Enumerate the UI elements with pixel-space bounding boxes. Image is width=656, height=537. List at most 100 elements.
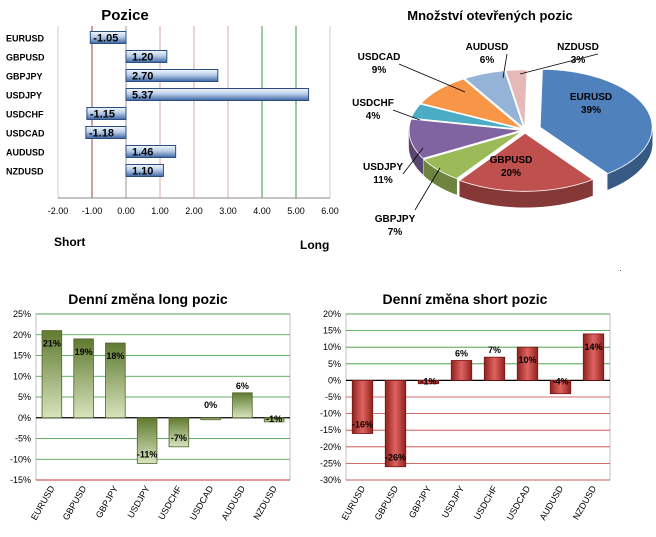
pozice-chart: Pozice -2.00 -1.00 0.00 1.00 2.00 3.00 4.00 5.00…	[0, 0, 345, 260]
leader-line	[414, 167, 441, 211]
category-label: GBPUSD	[61, 484, 89, 522]
chart-title: Denní změna short pozic	[383, 291, 548, 307]
category-label: NZDUSD	[571, 484, 599, 522]
category-label: USDCAD	[6, 129, 45, 139]
category-label: USDCAD	[505, 484, 533, 522]
y-tick-label: 0%	[18, 413, 31, 423]
category-label: EURUSD	[6, 34, 45, 44]
pie-slice	[420, 78, 523, 129]
x-tick-label: 6.00	[321, 206, 339, 216]
long-change-chart: Denní změna long pozic -15% -10% -5% 0% 5% 10%…	[0, 280, 300, 532]
x-tick-label: 5.00	[287, 206, 305, 216]
category-label: EURUSD	[29, 484, 57, 522]
slice-percent-label: 6%	[480, 55, 495, 66]
change-bar	[483, 356, 506, 381]
position-bar	[125, 50, 168, 63]
y-tick-label: -5%	[325, 392, 341, 402]
bar-value-label: -26%	[385, 453, 406, 463]
x-tick-label: -2.00	[48, 206, 69, 216]
slice-percent-label: 3%	[571, 55, 586, 66]
bar-value-label: -1.15	[90, 109, 115, 121]
change-bar	[582, 333, 605, 381]
change-bar	[263, 417, 285, 423]
short-change-chart: Denní změna short pozic -30% -25% -20% -15% -…	[300, 280, 656, 532]
category-label: AUDUSD	[6, 148, 45, 158]
short-label: Short	[54, 235, 85, 249]
pie-slice	[464, 70, 525, 130]
pie-slice	[539, 68, 653, 175]
change-bar	[105, 342, 126, 419]
y-tick-label: 15%	[13, 351, 31, 361]
slice-percent-label: 7%	[388, 227, 403, 238]
x-tick-label: 4.00	[253, 206, 271, 216]
category-label: AUDUSD	[538, 484, 566, 522]
slice-label: USDCAD	[358, 52, 401, 63]
bar-value-label: 7%	[488, 345, 501, 355]
bar-value-label: 19%	[75, 347, 93, 357]
x-tick-label: 2.00	[185, 206, 203, 216]
change-bar	[200, 417, 221, 421]
category-label: USDJPY	[125, 484, 151, 520]
category-label: GBPJPY	[6, 72, 43, 82]
y-tick-label: -10%	[320, 409, 341, 419]
chart-title: Množství otevřených pozic	[407, 8, 572, 23]
x-tick-label: 0.00	[117, 206, 135, 216]
y-tick-label: -15%	[10, 475, 31, 485]
slice-percent-label: 4%	[366, 111, 381, 122]
category-label: USDCHF	[6, 110, 44, 120]
position-bar	[125, 69, 219, 82]
change-bar	[232, 392, 253, 419]
position-bar	[89, 31, 127, 44]
y-tick-label: -10%	[10, 454, 31, 464]
y-tick-label: 10%	[323, 342, 341, 352]
decorative-dot	[620, 270, 621, 271]
change-bar	[168, 417, 190, 448]
bar-value-label: 2.70	[132, 71, 153, 83]
slice-label: GBPUSD	[490, 155, 533, 166]
category-label: USDJPY	[6, 91, 42, 101]
position-bar	[125, 164, 164, 177]
slice-percent-label: 39%	[581, 105, 601, 116]
bar-value-label: 0%	[204, 400, 217, 410]
bar-value-label: -1.05	[93, 33, 118, 45]
slice-label: NZDUSD	[557, 42, 599, 53]
position-bar	[125, 88, 310, 101]
slice-label: AUDUSD	[466, 42, 509, 53]
category-label: USDCHF	[156, 484, 184, 522]
change-bar	[384, 380, 407, 468]
y-tick-label: 20%	[13, 330, 31, 340]
y-tick-label: 25%	[13, 309, 31, 319]
bar-value-label: -4%	[552, 376, 568, 386]
bar-value-label: -1.18	[89, 128, 114, 140]
change-bar	[73, 338, 94, 419]
y-tick-label: 20%	[323, 309, 341, 319]
bar-value-label: 5.37	[132, 90, 153, 102]
category-label: USDJPY	[440, 484, 466, 520]
change-bar	[549, 380, 572, 395]
bar-value-label: 6%	[455, 348, 468, 358]
category-label: GBPUSD	[6, 53, 45, 63]
bar-value-label: 1.10	[132, 166, 153, 178]
chart-title: Denní změna long pozic	[68, 291, 228, 307]
x-tick-label: 1.00	[151, 206, 169, 216]
leader-line	[402, 147, 424, 175]
y-tick-label: 5%	[328, 359, 341, 369]
category-label: USDCHF	[472, 484, 500, 522]
y-tick-label: -20%	[320, 442, 341, 452]
pie-slice	[458, 132, 594, 192]
change-bar	[41, 330, 63, 419]
position-bar	[125, 145, 177, 158]
pie-slice	[408, 118, 522, 159]
bar-value-label: 21%	[43, 339, 61, 349]
bar-value-label: 14%	[584, 342, 602, 352]
slice-label: USDCHF	[352, 98, 394, 109]
category-label: AUDUSD	[219, 484, 247, 522]
y-tick-label: 15%	[323, 326, 341, 336]
long-change-chart-svg: Denní změna long pozic -15% -10% -5% 0% 5% 10%…	[10, 291, 291, 522]
bar-value-label: 18%	[106, 351, 124, 361]
category-label: GBPUSD	[373, 484, 401, 522]
bar-value-label: 10%	[518, 355, 536, 365]
y-tick-label: 10%	[13, 371, 31, 381]
y-tick-label: 0%	[328, 375, 341, 385]
change-bar	[516, 346, 539, 381]
